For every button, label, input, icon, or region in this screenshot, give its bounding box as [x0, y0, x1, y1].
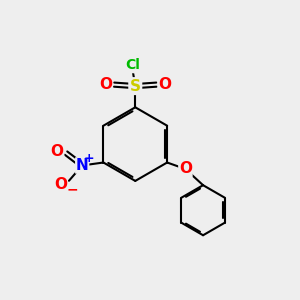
Text: N: N	[76, 158, 88, 173]
Text: +: +	[83, 152, 94, 165]
Text: S: S	[130, 79, 141, 94]
Text: O: O	[158, 77, 171, 92]
Text: O: O	[99, 77, 112, 92]
Text: O: O	[179, 161, 192, 176]
Text: O: O	[51, 144, 64, 159]
Text: O: O	[54, 177, 67, 192]
Text: Cl: Cl	[125, 58, 140, 72]
Text: −: −	[66, 182, 78, 196]
